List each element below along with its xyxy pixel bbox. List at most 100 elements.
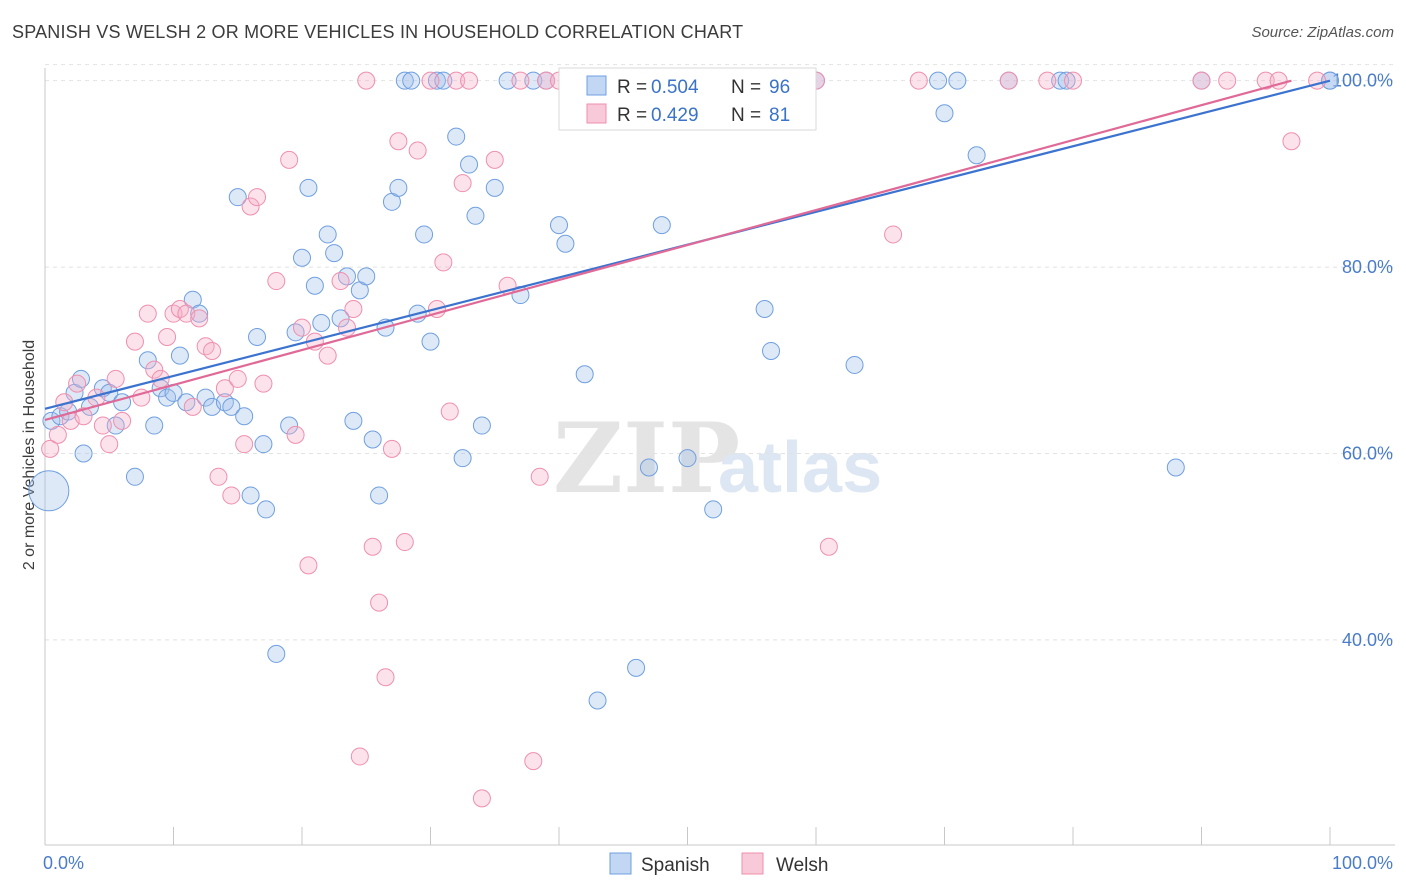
y-axis-label: 2 or more Vehicles in Household bbox=[21, 340, 38, 570]
welsh-point bbox=[74, 407, 93, 426]
welsh-point bbox=[183, 397, 202, 416]
spanish-point bbox=[106, 416, 125, 435]
spanish-point bbox=[639, 458, 658, 477]
welsh-point bbox=[138, 304, 157, 323]
spanish-point bbox=[254, 435, 273, 454]
stats-r-label-spanish: R = bbox=[617, 77, 647, 98]
welsh-point bbox=[447, 71, 466, 90]
spanish-point bbox=[196, 388, 215, 407]
welsh-point bbox=[453, 174, 472, 193]
legend-swatch-spanish[interactable] bbox=[609, 852, 632, 875]
spanish-point bbox=[325, 244, 344, 263]
welsh-point bbox=[357, 71, 376, 90]
chart-title: SPANISH VS WELSH 2 OR MORE VEHICLES IN H… bbox=[12, 22, 744, 42]
spanish-point bbox=[755, 300, 774, 319]
legend-label-welsh[interactable]: Welsh bbox=[776, 855, 828, 876]
welsh-point bbox=[344, 300, 363, 319]
spanish-point bbox=[845, 355, 864, 374]
welsh-point bbox=[460, 71, 479, 90]
spanish-point bbox=[344, 411, 363, 430]
welsh-point bbox=[222, 486, 241, 505]
welsh-point bbox=[228, 369, 247, 388]
spanish-point bbox=[460, 155, 479, 174]
spanish-point bbox=[427, 71, 446, 90]
welsh-point bbox=[472, 789, 491, 808]
spanish-point bbox=[248, 327, 267, 346]
spanish-point bbox=[704, 500, 723, 519]
welsh-point bbox=[1038, 71, 1057, 90]
spanish-point bbox=[421, 332, 440, 351]
spanish-point bbox=[337, 267, 356, 286]
legend-swatch-welsh[interactable] bbox=[741, 852, 764, 875]
spanish-point bbox=[305, 276, 324, 295]
source-label: Source: ZipAtlas.com bbox=[1251, 24, 1394, 41]
welsh-point bbox=[170, 300, 189, 319]
spanish-point bbox=[235, 407, 254, 426]
welsh-point bbox=[299, 556, 318, 575]
welsh-point bbox=[106, 369, 125, 388]
y-tick-labels: 40.0% 60.0% 80.0% 100.0% bbox=[1332, 71, 1393, 650]
stats-n-value-welsh: 81 bbox=[769, 105, 790, 126]
spanish-point bbox=[762, 341, 781, 360]
spanish-point bbox=[453, 449, 472, 468]
legend-label-spanish[interactable]: Spanish bbox=[641, 855, 710, 876]
welsh-point bbox=[125, 332, 144, 351]
welsh-point bbox=[241, 197, 260, 216]
spanish-point bbox=[190, 304, 209, 323]
spanish-point bbox=[472, 416, 491, 435]
welsh-point bbox=[440, 402, 459, 421]
welsh-point bbox=[884, 225, 903, 244]
trend-lines bbox=[44, 79, 1331, 422]
spanish-point bbox=[28, 470, 70, 512]
welsh-point bbox=[93, 416, 112, 435]
welsh-point bbox=[209, 467, 228, 486]
welsh-point bbox=[434, 253, 453, 272]
welsh-point bbox=[1308, 71, 1327, 90]
stats-n-value-spanish: 96 bbox=[769, 77, 790, 98]
spanish-point bbox=[415, 225, 434, 244]
welsh-point bbox=[100, 435, 119, 454]
stats-box: R = 0.504 N = 96 R = 0.429 N = 81 bbox=[558, 67, 817, 131]
stats-n-label-welsh: N = bbox=[731, 105, 761, 126]
welsh-point bbox=[113, 411, 132, 430]
spanish-point bbox=[145, 416, 164, 435]
spanish-point bbox=[498, 71, 517, 90]
welsh-point bbox=[395, 533, 414, 552]
spanish-point bbox=[929, 71, 948, 90]
spanish-point bbox=[170, 346, 189, 365]
welsh-point bbox=[1064, 71, 1082, 90]
spanish-point bbox=[1057, 71, 1076, 90]
y-tick-label: 80.0% bbox=[1342, 257, 1393, 277]
stats-swatch-spanish bbox=[586, 75, 607, 96]
welsh-point bbox=[537, 71, 556, 90]
spanish-point bbox=[402, 71, 421, 90]
spanish-point bbox=[357, 267, 376, 286]
data-points bbox=[28, 71, 1339, 808]
welsh-point bbox=[196, 337, 215, 356]
spanish-point bbox=[280, 416, 299, 435]
welsh-point bbox=[203, 341, 222, 360]
welsh-point bbox=[363, 537, 382, 556]
spanish-point bbox=[158, 388, 177, 407]
spanish-point bbox=[228, 188, 247, 207]
spanish-point bbox=[627, 658, 646, 677]
spanish-point bbox=[652, 216, 671, 235]
welsh-point bbox=[350, 747, 369, 766]
y-tick-label: 40.0% bbox=[1342, 630, 1393, 650]
welsh-point bbox=[819, 537, 838, 556]
welsh-point bbox=[48, 425, 67, 444]
welsh-point bbox=[485, 150, 504, 169]
y-tick-label: 100.0% bbox=[1332, 71, 1393, 91]
spanish-point bbox=[389, 178, 408, 197]
spanish-point bbox=[267, 644, 286, 663]
welsh-point bbox=[511, 71, 530, 90]
welsh-point bbox=[248, 188, 267, 207]
welsh-point bbox=[1192, 71, 1211, 90]
welsh-point bbox=[408, 141, 427, 160]
legend: Spanish Welsh bbox=[609, 852, 828, 876]
spanish-point bbox=[257, 500, 276, 519]
welsh-point bbox=[999, 71, 1018, 90]
welsh-point bbox=[254, 374, 273, 393]
welsh-point bbox=[1282, 132, 1301, 151]
welsh-point bbox=[215, 379, 234, 398]
